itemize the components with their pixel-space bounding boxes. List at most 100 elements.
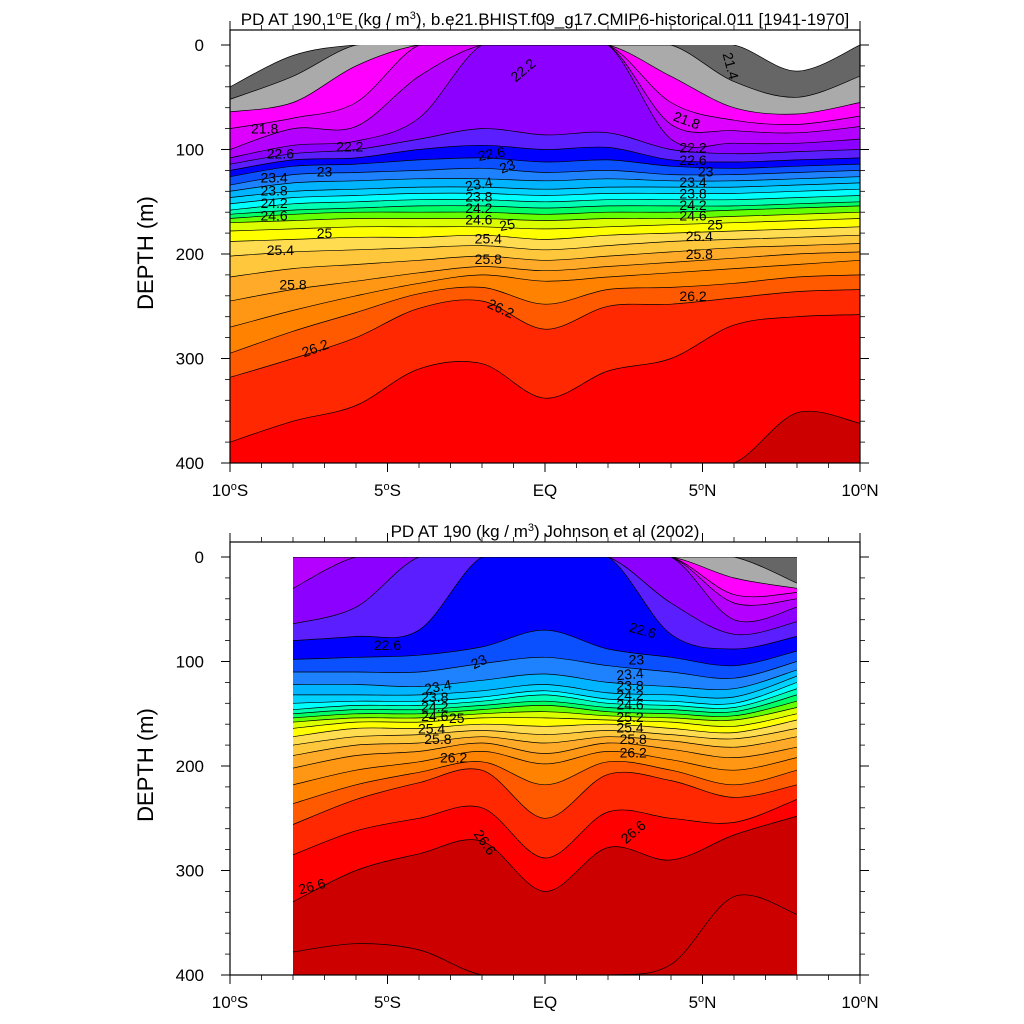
contour-line [293,694,797,715]
observation-contour-labels: 22.622.623 2323.423.423.823.824.224.224.6… [297,619,658,898]
contour-label: 24.2 [260,195,287,211]
x-tick-label: 5oS [374,481,401,500]
contour-line [230,226,860,242]
contour-line [293,751,797,786]
x-tick-label: 5oS [374,993,401,1012]
model-contour-fill [230,45,860,463]
contour-label: 24.6 [465,212,492,228]
y-tick-label: 400 [176,454,204,473]
contour-line [293,713,797,729]
contour-label: 26.2 [440,750,467,766]
contour-band [230,314,860,463]
contour-band [230,411,860,463]
contour-label: 23.8 [260,182,287,198]
contour-line [230,45,860,150]
contour-line [230,176,860,192]
contour-label: 23.8 [679,185,706,201]
contour-label: 22.6 [267,146,294,162]
contour-label: 24.6 [421,708,448,724]
contour-label: 25.4 [475,230,502,246]
contour-line [293,768,797,825]
contour-line [293,728,797,746]
contour-band [293,894,797,975]
contour-label: 25.8 [279,276,306,292]
contour-line [230,205,860,219]
contour-label: 26.2 [679,288,706,304]
contour-label: 23.4 [423,676,453,697]
y-tick-label: 0 [195,548,204,567]
x-tick-label: EQ [533,481,558,500]
observation-panel: PD AT 190 (kg / m3) Johnson et al (2002)… [133,522,879,1012]
contour-line [230,182,860,198]
contour-line [293,688,797,710]
contour-line [230,243,860,278]
contour-label: 25 [449,710,465,726]
y-tick-label: 0 [195,36,204,55]
contour-line [230,45,860,100]
contour-line [230,251,860,302]
y-tick-label: 400 [176,966,204,985]
contour-line [293,629,797,667]
contour-label: 22.6 [477,143,507,164]
contour-line [293,656,797,679]
contour-line [293,799,797,859]
contour-line [230,45,860,88]
y-tick-label: 300 [176,862,204,881]
contour-label: 25.8 [424,731,451,747]
contour-label: 24.2 [421,698,448,714]
observation-axes: 0 100 200 300 400 10oS 5oS EQ 5oN 10oN [176,533,879,1012]
contour-label: 25 [498,215,516,233]
contour-line [230,234,860,257]
contour-label: 23.8 [465,189,492,205]
contour-line [293,707,797,723]
contour-line [230,314,860,443]
contour-label: 24.2 [679,197,706,213]
contour-line [230,167,860,186]
contour-line [293,675,797,699]
x-tick-label: 5oN [689,993,717,1012]
contour-label: 23.4 [679,174,706,190]
x-tick-label: 10oN [841,993,878,1012]
contour-line [293,742,797,769]
contour-line [293,557,797,598]
contour-label: 26.2 [620,744,647,760]
y-tick-label: 300 [176,350,204,369]
model-chart-title: PD AT 190.1oE (kg / m3), b.e21.BHIST.f09… [241,10,850,29]
contour-line [230,195,860,211]
contour-line [293,669,797,691]
contour-line [230,188,860,205]
contour-label: 25.4 [616,719,643,735]
x-tick-label: 5oN [689,481,717,500]
x-tick-label: 10oN [841,481,878,500]
y-tick-label: 100 [176,653,204,672]
contour-line [293,736,797,756]
contour-line [230,218,860,232]
contour-line [293,557,797,650]
contour-label: 22.2 [336,138,363,154]
contour-label: 22.2 [679,139,706,155]
contour-line [230,45,860,129]
contour-label: 23.8 [616,678,643,694]
contour-label: 25 [707,217,723,233]
contour-line [230,157,860,178]
contour-label: 23.4 [464,174,494,195]
model-contour-lines [230,45,860,463]
contour-line [293,557,797,606]
y-tick-label: 200 [176,757,204,776]
contour-label: 25.2 [616,709,643,725]
y-tick-label: 200 [176,245,204,264]
observation-contour-lines [293,557,797,975]
contour-label: 24.2 [616,687,643,703]
contour-label: 21.8 [251,121,278,137]
y-tick-label: 100 [176,141,204,160]
contour-label: 25.8 [475,251,502,267]
contour-line [230,259,860,328]
contour-line [230,128,860,165]
contour-label: 23.8 [421,689,448,705]
contour-label: 23.4 [616,665,645,683]
contour-line [293,700,797,719]
contour-label: 25 [317,225,333,241]
contour-label: 25.8 [686,246,713,262]
contour-label: 23 [497,156,517,176]
contour-label: 23 [629,651,645,667]
